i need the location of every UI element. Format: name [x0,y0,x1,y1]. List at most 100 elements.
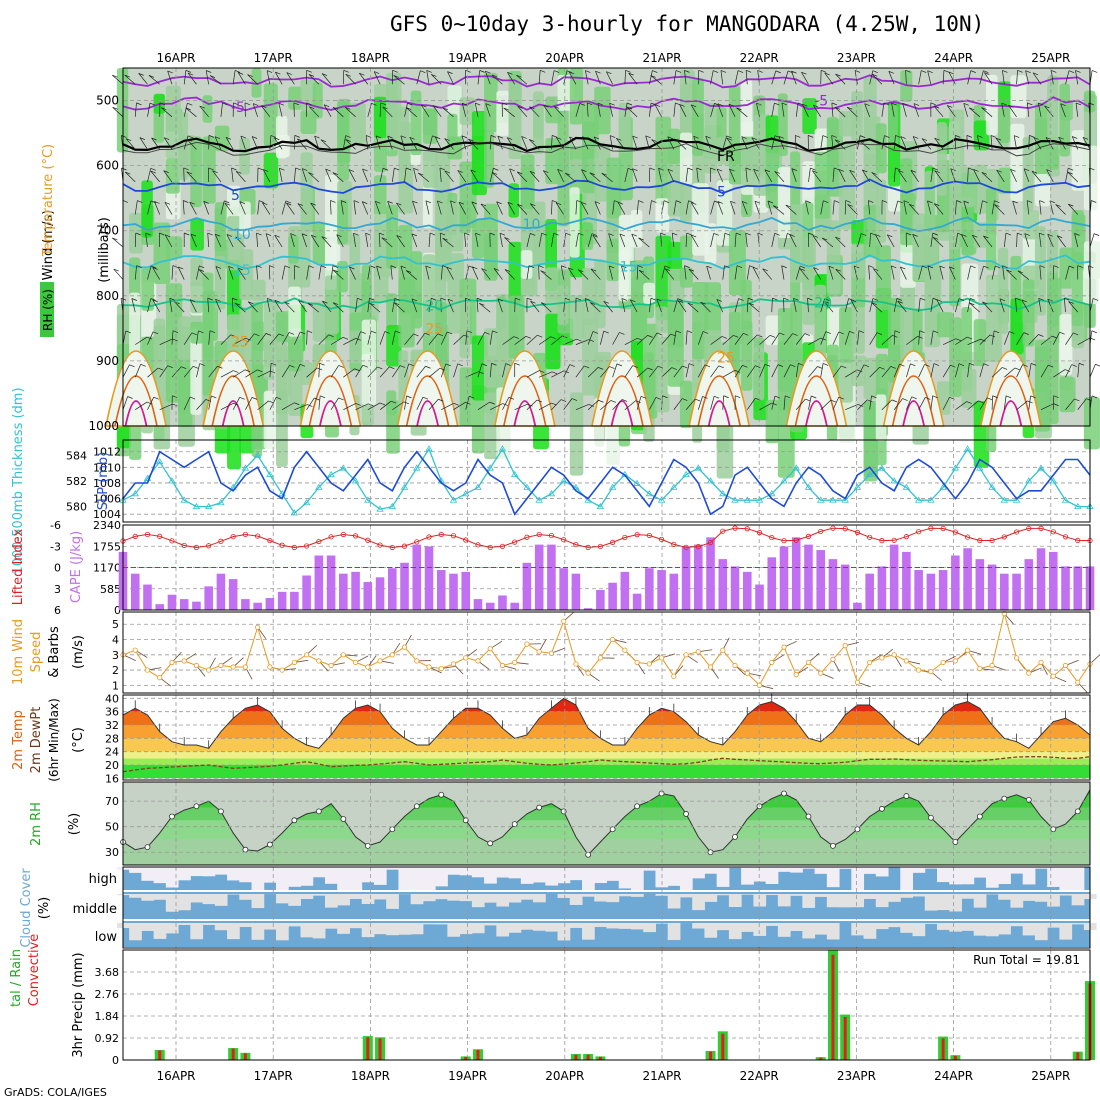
wind-barb-flag [286,202,292,206]
wind-barb-flag [381,237,387,241]
wind-barb [1006,269,1017,280]
wind-barb [342,135,346,150]
wind-barb [251,136,258,150]
wind-barb [685,232,688,248]
thickness-point [694,464,703,471]
wind-barb-flag [912,234,918,237]
wind-barb-flag [936,299,942,302]
wind-barb-flag [1075,70,1081,73]
wind-barb-flag [871,302,877,305]
rh-shade [1047,340,1059,424]
rh-shade [471,335,488,401]
wind-barb [648,200,652,215]
rh-shade [998,167,1013,194]
date-tick-top: 19APR [448,51,487,65]
wind-barb [378,233,381,248]
wind-barb [1016,70,1018,85]
cloud-gap [178,923,191,926]
wind-barb [950,168,956,183]
wind-barb [612,200,615,215]
rh-shade [741,138,756,187]
wind-barb-flag [932,167,939,171]
wind-barb-flag [781,102,788,106]
cloud-gap [814,894,828,897]
wind-barb [795,363,799,378]
wind-barb [330,337,344,345]
wind-barb-flag [947,105,953,108]
wind-barb-flag [307,330,313,333]
wind-barb [256,233,258,248]
wind-barb [174,301,185,313]
cloud-gap [618,894,632,897]
wind-speed-point [683,652,689,658]
wind-barb [538,265,540,280]
cloud-gap [643,923,656,933]
wind-barb [112,237,124,248]
wind-barb [183,135,189,150]
wind-barb [355,365,364,378]
wind-barb-flag [406,107,412,110]
wind-barb-flag [990,135,997,138]
wind-barb [551,335,563,345]
wind-barb [134,102,137,117]
wind-barb [942,70,945,85]
isotherm-label: 25 [425,321,443,337]
date-tick-top: 20APR [545,51,584,65]
wind-barb-flag [757,334,763,338]
wind-barb [857,399,868,410]
wind-barb-flag [424,332,430,336]
wind-barb [274,137,283,150]
rh-shade [459,367,473,427]
wind-barb-flag [994,330,1000,334]
wind-barb-flag [253,103,259,106]
cape-bar [975,559,985,610]
wind-barb-flag [1017,69,1023,73]
wind-barb [330,365,339,378]
cloud-gap [361,923,375,938]
wind-barb [745,70,748,85]
wind-barb [245,333,255,345]
date-tick-top: 25APR [1031,51,1070,65]
wind-barb [645,135,650,150]
wind-barb [991,200,995,215]
wind-barb-flag [930,102,936,106]
wind-barb-flag [376,265,382,269]
wind-barb-flag [891,265,897,269]
wind-barb [480,203,491,215]
wind-barb-flag [458,201,465,205]
wind-barb-flag [934,137,940,141]
wind-barb-flag [742,201,748,204]
wind-barb-flag [499,232,506,236]
isotherm-line [122,178,1091,195]
wind-barb [867,200,871,215]
rh-shade [1034,173,1051,207]
rh-shade [496,301,513,390]
wind-barb [967,338,981,345]
wind-barb-flag [556,137,562,140]
rh-shade [802,237,816,325]
wind-barb [560,265,565,280]
wind-barb [1047,234,1054,248]
cloud-gap [312,923,326,939]
wind-barb-flag [484,332,490,335]
cloud-gap [630,894,644,897]
wind-barb [1021,299,1030,313]
cloud-gap [667,867,681,886]
wind-barb-flag [317,367,323,371]
wind-barb [881,335,893,345]
wind-barb-flag [606,71,612,75]
wind-barb-flag [420,70,426,74]
wind-barb [345,139,356,150]
wind-barb-flag [256,232,262,236]
wind-barb [722,335,734,345]
wind-barb [685,398,696,410]
wind-barb [893,364,900,378]
wind-barb [345,74,356,85]
wind-speed-point [1062,662,1069,669]
wind-barb [332,269,344,280]
cape-bar [167,594,177,610]
wind-barb [820,363,824,378]
wind-barb-flag [240,135,247,139]
rh-shade [1071,251,1083,327]
upper-y-tick: 500 [96,94,119,108]
